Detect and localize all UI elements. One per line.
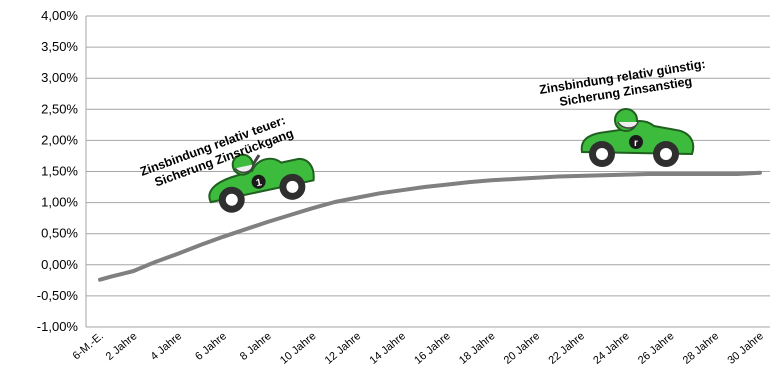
x-tick-label: 4 Jahre: [148, 330, 184, 363]
x-tick-label: 28 Jahre: [681, 330, 722, 367]
x-tick-label: 14 Jahre: [367, 330, 408, 367]
car-icon: 1: [208, 153, 315, 213]
y-tick-label: 0,00%: [41, 257, 78, 272]
x-tick-label: 26 Jahre: [636, 330, 677, 367]
x-tick-label: 18 Jahre: [457, 330, 498, 367]
y-tick-label: 0,50%: [41, 226, 78, 241]
x-tick-label: 10 Jahre: [278, 330, 319, 367]
y-tick-label: -1,00%: [37, 319, 79, 334]
x-tick-label: 6-M.-E.: [71, 330, 106, 362]
x-tick-label: 30 Jahre: [725, 330, 766, 367]
grid-lines: [85, 15, 770, 328]
x-tick-label: 8 Jahre: [238, 330, 274, 363]
y-tick-label: 2,00%: [41, 132, 78, 147]
y-tick-label: 3,50%: [41, 39, 78, 54]
annotation-cheap: Zinsbindung relativ günstig: Sicherung Z…: [538, 57, 706, 109]
yield-curve-line: [98, 170, 762, 282]
y-tick-label: -0,50%: [37, 288, 79, 303]
x-tick-label: 22 Jahre: [546, 330, 587, 367]
x-tick-label: 20 Jahre: [502, 330, 543, 367]
x-tick-label: 2 Jahre: [104, 330, 140, 363]
car-icon: r: [580, 108, 695, 167]
y-axis-ticks: 4,00% 3,50% 3,00% 2,50% 2,00% 1,50% 1,00% 0,50%…: [37, 8, 79, 334]
y-tick-label: 1,50%: [41, 164, 78, 179]
y-tick-label: 2,50%: [41, 101, 78, 116]
car-number-label: 1: [255, 177, 263, 189]
x-tick-label: 6 Jahre: [193, 330, 229, 363]
x-tick-label: 24 Jahre: [591, 330, 632, 367]
series-lines: [98, 170, 762, 282]
car-number-label: r: [634, 138, 638, 149]
x-axis-ticks: 6-M.-E.2 Jahre 4 Jahre 6 Jahre 8 Jahre 10 Ja…: [71, 330, 766, 367]
y-tick-label: 1,00%: [41, 195, 78, 210]
x-tick-label: 12 Jahre: [323, 330, 364, 367]
y-tick-label: 3,00%: [41, 70, 78, 85]
y-tick-label: 4,00%: [41, 8, 78, 23]
x-tick-label: 16 Jahre: [412, 330, 453, 367]
